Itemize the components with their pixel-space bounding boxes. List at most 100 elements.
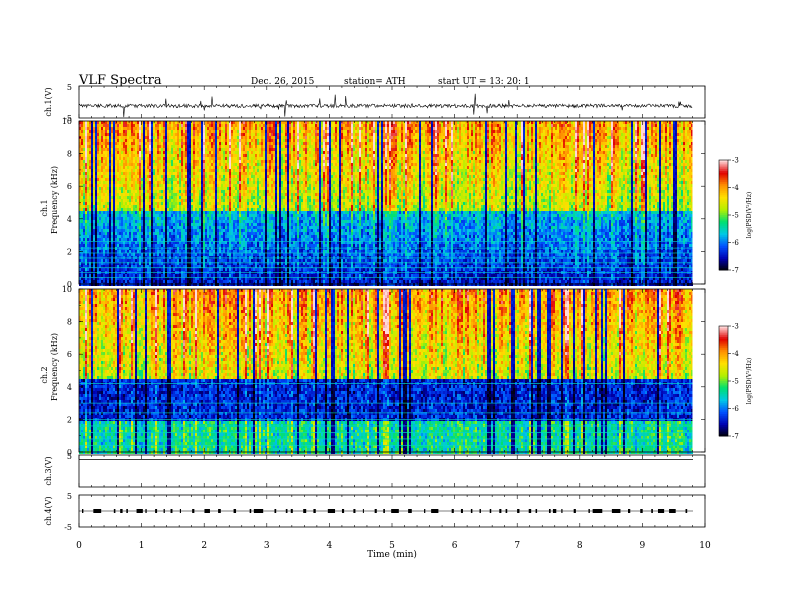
spectrogram-cell (91, 169, 93, 172)
spectrogram-cell (95, 229, 97, 232)
spectrogram-cell (111, 160, 113, 163)
spectrogram-cell (81, 208, 83, 211)
spectrogram-cell (91, 229, 93, 232)
spectrogram-cell (85, 184, 87, 187)
spectrogram-cell (113, 217, 115, 220)
spectrogram-cell (97, 202, 99, 205)
spectrogram-cell (117, 238, 119, 241)
spectrogram-cell (103, 199, 105, 202)
spectrogram-cell (113, 127, 115, 130)
spectrogram-cell (93, 259, 95, 262)
spectrogram-cell (95, 193, 97, 196)
spectrogram-cell (89, 154, 91, 157)
spectrogram-cell (121, 283, 123, 286)
spectrogram-cell (91, 136, 93, 139)
spectrogram-cell (101, 244, 103, 247)
spectrogram-cell (91, 259, 93, 262)
spectrogram-cell (93, 166, 95, 169)
spectrogram-cell (101, 202, 103, 205)
ch1-waveform-frame (79, 86, 705, 118)
spectrogram-cell (93, 181, 95, 184)
spectrogram-cell (87, 229, 89, 232)
spectrogram-cell (89, 229, 91, 232)
spectrogram-cell (99, 217, 101, 220)
spectrogram-cell (95, 154, 97, 157)
spectrogram-cell (91, 211, 93, 214)
spectrogram-cell (93, 208, 95, 211)
spectrogram-cell (81, 274, 83, 277)
spectrogram-cell (123, 121, 125, 124)
spectrogram-cell (81, 172, 83, 175)
spectrogram-cell (109, 133, 111, 136)
spectrogram-cell (87, 145, 89, 148)
spectrogram-cell (97, 253, 99, 256)
spectrogram-cell (119, 223, 121, 226)
spectrogram-cell (95, 175, 97, 178)
spectrogram-cell (103, 238, 105, 241)
spectrogram-cell (111, 199, 113, 202)
spectrogram-cell (85, 157, 87, 160)
spectrogram-cell (89, 121, 91, 124)
spectrogram-cell (97, 166, 99, 169)
spectrogram-cell (121, 253, 123, 256)
spectrogram-cell (117, 151, 119, 154)
spectrogram-cell (105, 160, 107, 163)
spectrogram-cell (93, 169, 95, 172)
spectrogram-cell (115, 217, 117, 220)
spectrogram-cell (87, 190, 89, 193)
spectrogram-cell (107, 196, 109, 199)
ch1-spectrogram-panel: 0246810 ch.1 Frequency (kHz) (40, 117, 705, 289)
spectrogram-cell (83, 232, 85, 235)
spectrogram-cell (87, 172, 89, 175)
spectrogram-cell (107, 163, 109, 166)
spectrogram-cell (93, 238, 95, 241)
spectrogram-cell (87, 232, 89, 235)
spectrogram-cell (85, 139, 87, 142)
spectrogram-cell (121, 121, 123, 124)
spectrogram-cell (113, 187, 115, 190)
spectrogram-cell (91, 199, 93, 202)
spectrogram-cell (85, 244, 87, 247)
spectrogram-cell (91, 175, 93, 178)
spectrogram-cell (93, 214, 95, 217)
spectrogram-cell (113, 214, 115, 217)
spectrogram-cell (121, 274, 123, 277)
spectrogram-cell (119, 130, 121, 133)
spectrogram-cell (91, 232, 93, 235)
spectrogram-cell (113, 259, 115, 262)
spectrogram-cell (83, 127, 85, 130)
spectrogram-cell (103, 220, 105, 223)
spectrogram-cell (97, 208, 99, 211)
spectrogram-cell (81, 220, 83, 223)
spectrogram-cell (89, 148, 91, 151)
spectrogram-cell (85, 127, 87, 130)
spectrogram-cell (105, 175, 107, 178)
spectrogram-cell (83, 253, 85, 256)
spectrogram-cell (87, 166, 89, 169)
spectrogram-cell (83, 169, 85, 172)
spectrogram-cell (95, 283, 97, 286)
spectrogram-cell (87, 283, 89, 286)
spectrogram-cell (81, 226, 83, 229)
spectrogram-cell (89, 199, 91, 202)
spectrogram-cell (121, 193, 123, 196)
spectrogram-cell (99, 130, 101, 133)
spectrogram-cell (101, 169, 103, 172)
spectrogram-cell (99, 229, 101, 232)
spectrogram-cell (109, 259, 111, 262)
spectrogram-cell (117, 142, 119, 145)
spectrogram-cell (115, 259, 117, 262)
spectrogram-cell (85, 175, 87, 178)
spectrogram-cell (107, 211, 109, 214)
spectrogram-cell (87, 202, 89, 205)
spectrogram-cell (81, 193, 83, 196)
spectrogram-cell (123, 175, 125, 178)
spectrogram-cell (121, 160, 123, 163)
spectrogram-cell (87, 160, 89, 163)
spectrogram-cell (85, 193, 87, 196)
spectrogram-cell (99, 202, 101, 205)
spectrogram-cell (91, 268, 93, 271)
spectrogram-cell (83, 133, 85, 136)
spectrogram-cell (117, 202, 119, 205)
spectrogram-cell (117, 208, 119, 211)
